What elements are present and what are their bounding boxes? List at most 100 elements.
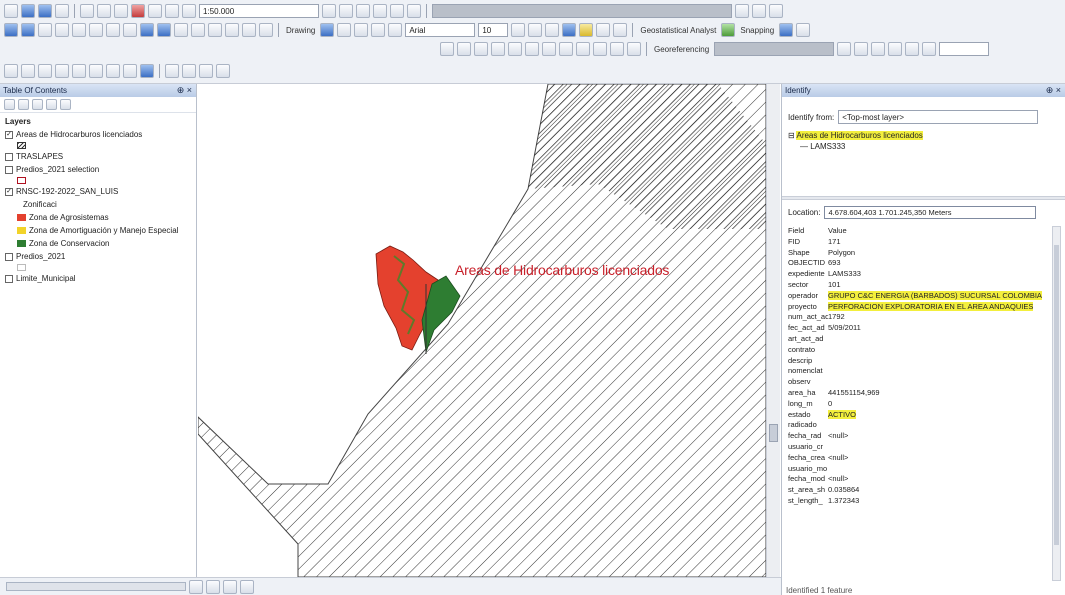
add-control-points-icon[interactable] — [508, 42, 522, 56]
attribute-row[interactable]: expediente LAMS333 — [788, 269, 1050, 280]
focus-data-frame-icon[interactable] — [182, 64, 196, 78]
layer-checkbox[interactable] — [5, 252, 13, 261]
fixed-zoom-icon[interactable] — [72, 23, 86, 37]
geostatistical-wizard-icon[interactable] — [721, 23, 736, 37]
undo-icon[interactable] — [148, 4, 162, 18]
auto-registration-icon[interactable] — [559, 42, 573, 56]
pan-layout-icon[interactable] — [38, 64, 52, 78]
data-view-icon[interactable] — [189, 579, 203, 594]
fill-color-icon[interactable] — [579, 23, 594, 37]
fixed-zoom-out-icon[interactable] — [106, 64, 120, 78]
editor-target-combo[interactable] — [939, 42, 990, 56]
tree-layer-node[interactable]: ⊟ Areas de Hidrocarburos licenciados — [788, 131, 923, 140]
viewer-icon[interactable] — [259, 23, 273, 37]
identify-results-tree[interactable]: ⊟ Areas de Hidrocarburos licenciados — L… — [788, 130, 1060, 206]
attribute-row[interactable]: art_act_ad — [788, 334, 1050, 345]
update-display-icon[interactable] — [576, 42, 590, 56]
forward-extent-icon[interactable] — [106, 23, 120, 37]
cut-polygon-icon[interactable] — [871, 42, 886, 56]
paste-icon[interactable] — [114, 4, 128, 18]
map-scale-combo[interactable]: 1:50.000 — [199, 4, 319, 18]
zoom-whole-page-icon[interactable] — [55, 64, 69, 78]
fixed-zoom-in-icon[interactable] — [89, 64, 103, 78]
point-snapping-icon[interactable] — [779, 23, 794, 37]
layout-zoom-combo[interactable] — [140, 64, 154, 78]
attribute-row[interactable]: fecha_rad <null> — [788, 431, 1050, 442]
map-horizontal-scrollbar[interactable] — [6, 582, 186, 591]
map-view[interactable]: Areas de Hidrocarburos licenciados — [198, 84, 766, 577]
hyperlink-icon[interactable] — [208, 23, 222, 37]
new-document-icon[interactable] — [4, 4, 18, 18]
layer-checkbox[interactable]: ✓ — [5, 130, 13, 139]
tree-feature-node[interactable]: — LAMS333 — [800, 142, 846, 151]
georef-layer-combo[interactable] — [714, 42, 835, 56]
font-name-combo[interactable]: Arial — [405, 23, 476, 37]
rectify-icon[interactable] — [593, 42, 607, 56]
edit-vertices-icon[interactable] — [837, 42, 852, 56]
rotate-icon[interactable] — [337, 23, 352, 37]
full-extent-icon[interactable] — [55, 23, 69, 37]
select-features-icon[interactable] — [123, 23, 137, 37]
text-icon[interactable] — [371, 23, 386, 37]
attribute-row[interactable]: long_m 0 — [788, 399, 1050, 410]
print-icon[interactable] — [55, 4, 69, 18]
scrollbar-thumb[interactable] — [769, 424, 778, 442]
refresh-icon[interactable] — [223, 579, 237, 594]
select-elements-icon[interactable] — [140, 23, 154, 37]
line-color-icon[interactable] — [596, 23, 611, 37]
shift-georef-icon[interactable] — [474, 42, 488, 56]
list-by-selection-icon[interactable] — [46, 99, 57, 110]
attribute-row[interactable]: contrato — [788, 345, 1050, 356]
conservation-zone-polygon[interactable] — [421, 275, 461, 353]
layer-checkbox[interactable] — [5, 274, 13, 283]
layer-checkbox[interactable] — [5, 152, 13, 161]
location-field[interactable]: 4.678.604,403 1.701.245,350 Meters — [824, 206, 1037, 219]
pan-icon[interactable] — [38, 23, 52, 37]
attribute-row[interactable]: st_length_ 1.372343 — [788, 496, 1050, 507]
text-color-icon[interactable] — [388, 23, 403, 37]
identify-icon[interactable] — [157, 23, 171, 37]
font-size-combo[interactable]: 10 — [478, 23, 509, 37]
copy-icon[interactable] — [97, 4, 111, 18]
attribute-row[interactable]: fecha_crea <null> — [788, 453, 1050, 464]
histogram-icon[interactable] — [610, 42, 624, 56]
attribute-row[interactable]: proyecto PERFORACION EXPLORATORIA EN EL A… — [788, 301, 1050, 313]
attribute-scrollbar[interactable] — [1052, 226, 1061, 581]
bold-icon[interactable] — [511, 23, 526, 37]
pause-drawing-icon[interactable] — [240, 579, 254, 594]
font-color-icon[interactable] — [562, 23, 577, 37]
end-snapping-icon[interactable] — [796, 23, 811, 37]
change-layout-icon[interactable] — [199, 64, 213, 78]
html-popup-icon[interactable] — [225, 23, 239, 37]
arctoolbox-icon[interactable] — [390, 4, 404, 18]
view-link-table-icon[interactable] — [525, 42, 539, 56]
attribute-row[interactable]: area_ha 441551154,969 — [788, 388, 1050, 399]
geostatistical-analyst-menu[interactable]: Geostatistical Analyst — [640, 25, 717, 35]
previous-extent-icon[interactable] — [123, 64, 137, 78]
toc-options-icon[interactable] — [60, 99, 71, 110]
toggle-draft-icon[interactable] — [165, 64, 179, 78]
find-icon[interactable] — [174, 23, 188, 37]
rectangle-icon[interactable] — [354, 23, 369, 37]
attributes-icon[interactable] — [905, 42, 920, 56]
layer-item-traslapes[interactable]: TRASLAPES — [5, 151, 191, 162]
attribute-row[interactable]: sector 101 — [788, 280, 1050, 291]
map-canvas[interactable] — [198, 84, 766, 577]
attribute-row[interactable]: observ — [788, 377, 1050, 388]
back-extent-icon[interactable] — [89, 23, 103, 37]
attribute-row[interactable]: fecha_mod <null> — [788, 474, 1050, 485]
cut-icon[interactable] — [80, 4, 94, 18]
snapping-menu[interactable]: Snapping — [740, 25, 775, 35]
zoom-in-icon[interactable] — [4, 23, 18, 37]
data-driven-pages-icon[interactable] — [216, 64, 230, 78]
marker-color-icon[interactable] — [613, 23, 628, 37]
map-vertical-scrollbar[interactable] — [766, 84, 780, 577]
sketch-properties-icon[interactable] — [922, 42, 937, 56]
attribute-row[interactable]: usuario_cr — [788, 442, 1050, 453]
attribute-row[interactable]: fec_act_ad 5/09/2011 — [788, 323, 1050, 334]
underline-icon[interactable] — [545, 23, 560, 37]
layer-item-rnsc[interactable]: ✓ RNSC-192-2022_SAN_LUIS — [5, 186, 191, 197]
layer-item-areas-hidrocarburos[interactable]: ✓ Areas de Hidrocarburos licenciados — [5, 129, 191, 140]
time-slider-icon[interactable] — [242, 23, 256, 37]
zoom-in-layout-icon[interactable] — [4, 64, 18, 78]
